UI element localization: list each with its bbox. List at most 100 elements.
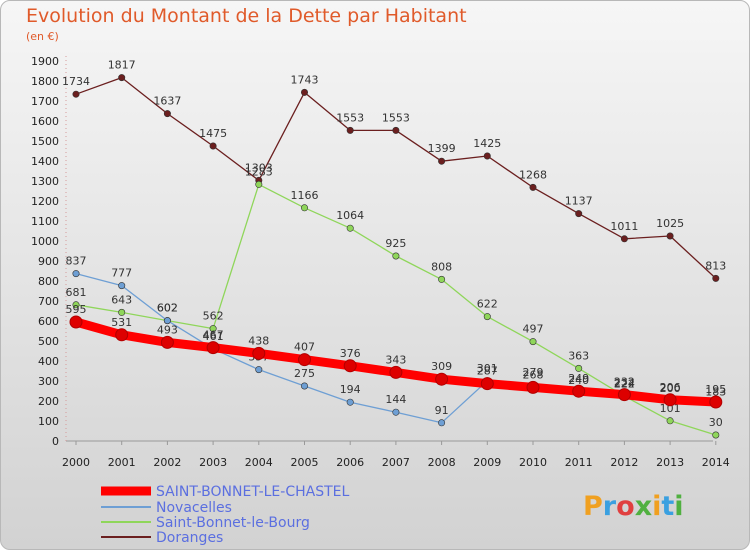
y-tick-label: 1100 [31,215,59,228]
data-point [480,377,494,391]
data-point [712,431,720,439]
data-label: 1283 [245,165,273,178]
data-label: 222 [614,378,635,391]
data-label: 309 [431,360,452,373]
x-tick-label: 2002 [153,456,181,469]
x-tick-label: 2006 [336,456,364,469]
y-tick-label: 1000 [31,235,59,248]
data-point [392,408,400,416]
data-label: 1817 [108,59,136,72]
data-label: 837 [66,255,87,268]
data-label: 681 [66,286,87,299]
y-tick-label: 0 [52,435,59,448]
data-label: 1166 [291,189,319,202]
data-label: 30 [709,416,723,429]
data-label: 1137 [565,195,593,208]
data-point [483,152,491,160]
data-point [438,157,446,165]
data-point [666,232,674,240]
data-label: 1475 [199,127,227,140]
data-label: 1743 [291,73,319,86]
data-point [346,398,354,406]
data-label: 493 [157,323,178,336]
series-doranges: 1734 1817 1637 1475 1303 1743 1553 1553 1399 1425… [62,59,726,282]
data-point [526,380,540,394]
data-point [663,393,677,407]
x-tick-label: 2007 [382,456,410,469]
data-label: 183 [705,385,726,398]
data-label: 363 [568,349,589,362]
data-label: 622 [477,298,498,311]
data-point [115,328,129,342]
legend-label: SAINT-BONNET-LE-CHASTEL [156,484,349,500]
data-point [392,252,400,260]
data-label: 240 [568,374,589,387]
data-point [438,419,446,427]
data-point [346,126,354,134]
y-tick-label: 1400 [31,155,59,168]
data-label: 1399 [428,142,456,155]
data-point [255,366,263,374]
data-label: 1734 [62,75,90,88]
data-label: 1011 [610,220,638,233]
y-tick-label: 600 [38,315,59,328]
data-label: 497 [523,323,544,336]
legend-label: Doranges [156,530,223,546]
data-label: 1303 [245,161,273,174]
proxiti-logo: Proxiti [583,491,684,522]
data-label: 144 [385,393,406,406]
data-point [209,142,217,150]
data-label: 808 [431,260,452,273]
data-point [300,88,308,96]
data-point [620,235,628,243]
legend-label: Novacelles [156,500,232,516]
data-label: 1637 [153,95,181,108]
legend-label: Saint-Bonnet-le-Bourg [156,515,310,531]
data-label: 206 [660,381,681,394]
y-tick-label: 800 [38,275,59,288]
data-label: 438 [248,334,269,347]
data-point [346,224,354,232]
data-label: 1064 [336,209,364,222]
data-label: 195 [705,383,726,396]
data-label: 224 [614,377,635,390]
y-tick-label: 1200 [31,195,59,208]
x-tick-label: 2013 [656,456,684,469]
y-tick-label: 1600 [31,115,59,128]
data-label: 467 [203,329,224,342]
data-label: 101 [660,402,681,415]
data-label: 1553 [382,111,410,124]
data-point [118,74,126,82]
data-point [666,417,674,425]
data-label: 343 [385,353,406,366]
data-point [206,341,220,355]
y-tick-label: 1300 [31,175,59,188]
x-tick-label: 2008 [428,456,456,469]
data-point [343,359,357,373]
x-tick-label: 2010 [519,456,547,469]
data-point [483,313,491,321]
data-label: 1025 [656,217,684,230]
data-point [438,275,446,283]
data-label: 249 [568,372,589,385]
data-point [435,372,449,386]
chart-title: Evolution du Montant de la Dette par Hab… [26,5,467,27]
data-label: 925 [385,237,406,250]
y-tick-label: 400 [38,355,59,368]
data-label: 287 [477,365,498,378]
data-label: 268 [523,368,544,381]
data-point [300,204,308,212]
data-point [575,210,583,218]
y-tick-label: 700 [38,295,59,308]
data-label: 91 [435,404,449,417]
data-label: 275 [294,367,315,380]
y-tick-label: 1500 [31,135,59,148]
chart-subtitle: (en €) [26,30,59,43]
data-point [389,365,403,379]
data-point [529,183,537,191]
data-point [392,126,400,134]
data-point [209,325,217,333]
